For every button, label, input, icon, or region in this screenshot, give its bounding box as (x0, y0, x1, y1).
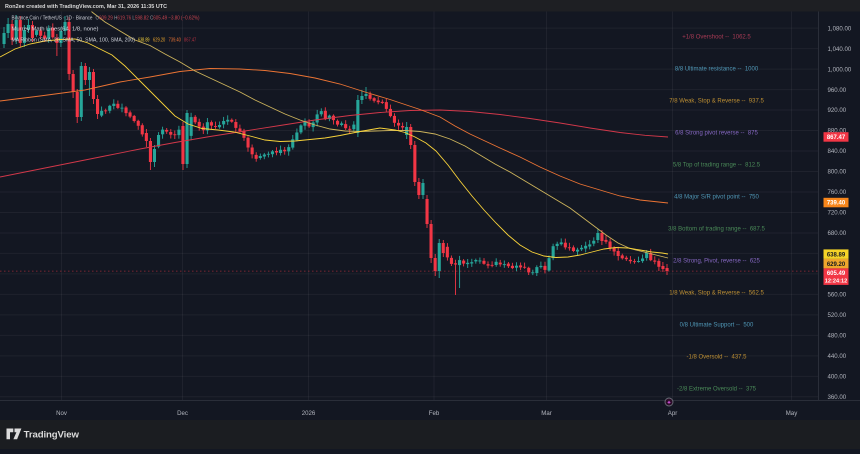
svg-text:360.00: 360.00 (828, 394, 847, 401)
svg-text:629.20: 629.20 (153, 38, 165, 44)
svg-text:Murrey Math Lines(64, 1/8, non: Murrey Math Lines(64, 1/8, none) (12, 27, 99, 33)
svg-text:760.00: 760.00 (828, 189, 847, 196)
svg-text:1,080.00: 1,080.00 (828, 25, 852, 32)
svg-text:Nov: Nov (56, 410, 68, 417)
svg-text:TradingView: TradingView (24, 429, 80, 440)
svg-text:739.40: 739.40 (827, 201, 846, 207)
svg-text:Binance Coin / TetherUS · 1D ·: Binance Coin / TetherUS · 1D · Binance (12, 15, 93, 21)
svg-text:480.00: 480.00 (828, 333, 847, 340)
svg-text:0/8 Ultimate Support -- 500: 0/8 Ultimate Support -- 500 (680, 322, 754, 328)
svg-text:1,000.00: 1,000.00 (828, 66, 852, 73)
svg-text:3/8 Bottom of trading range --: 3/8 Bottom of trading range -- 687.5 (668, 226, 765, 232)
svg-text:800.00: 800.00 (828, 169, 847, 176)
svg-text:12:24:12: 12:24:12 (825, 278, 847, 284)
svg-text:O609.29 H619.76 L598.82 C605.4: O609.29 H619.76 L598.82 C605.49 −3.80 (−… (96, 15, 200, 21)
svg-text:+1/8 Overshoot -- 1062.5: +1/8 Overshoot -- 1062.5 (682, 34, 751, 40)
svg-text:1/8 Weak, Stop & Reverse -- 5: 1/8 Weak, Stop & Reverse -- 562.5 (669, 290, 764, 296)
svg-text:-1/8 Oversold -- 437.5: -1/8 Oversold -- 437.5 (686, 354, 747, 360)
svg-text:1,040.00: 1,040.00 (828, 46, 852, 53)
svg-text:May: May (786, 410, 798, 417)
svg-text:720.00: 720.00 (828, 210, 847, 217)
svg-text:867.47: 867.47 (184, 38, 196, 44)
svg-text:400.00: 400.00 (828, 374, 847, 381)
svg-text:4/8 Major S/R pivot point --: 4/8 Major S/R pivot point -- 750 (674, 194, 759, 200)
svg-text:Ron2ee created with TradingVie: Ron2ee created with TradingView.com, Mar… (5, 4, 167, 10)
svg-text:440.00: 440.00 (828, 353, 847, 360)
svg-text:Mar: Mar (541, 410, 552, 417)
svg-text:605.49: 605.49 (827, 271, 846, 277)
svg-text:680.00: 680.00 (828, 230, 847, 237)
svg-text:867.47: 867.47 (827, 135, 846, 141)
svg-text:739.40: 739.40 (169, 38, 181, 44)
svg-text:Apr: Apr (668, 410, 677, 417)
svg-text:MA Ribbon (SMA, 20, SMA, 50, S: MA Ribbon (SMA, 20, SMA, 50, SMA, 100, S… (12, 38, 136, 44)
svg-text:2/8 Strong, Pivot, reverse --: 2/8 Strong, Pivot, reverse -- 625 (673, 258, 760, 264)
svg-text:Feb: Feb (429, 410, 440, 417)
svg-text:840.00: 840.00 (828, 148, 847, 155)
svg-text:Dec: Dec (177, 410, 188, 417)
svg-text:960.00: 960.00 (828, 87, 847, 94)
svg-text:629.20: 629.20 (827, 262, 846, 268)
svg-text:6/8 Strong pivot reverse -- 8: 6/8 Strong pivot reverse -- 875 (675, 130, 758, 136)
svg-text:638.89: 638.89 (138, 38, 150, 44)
svg-text:8/8 Ultimate resistance -- 10: 8/8 Ultimate resistance -- 1000 (675, 66, 759, 72)
svg-text:2026: 2026 (302, 410, 316, 417)
svg-text:7/8 Weak, Stop & Reverse -- 9: 7/8 Weak, Stop & Reverse -- 937.5 (669, 98, 764, 104)
svg-text:520.00: 520.00 (828, 312, 847, 319)
svg-text:✦: ✦ (666, 400, 671, 407)
svg-text:880.00: 880.00 (828, 128, 847, 135)
svg-text:-2/8 Extreme Oversold -- 375: -2/8 Extreme Oversold -- 375 (677, 386, 757, 392)
svg-text:560.00: 560.00 (828, 292, 847, 299)
svg-text:920.00: 920.00 (828, 107, 847, 114)
svg-text:5/8 Top of trading range -- 8: 5/8 Top of trading range -- 812.5 (673, 162, 761, 168)
svg-text:638.89: 638.89 (827, 252, 846, 258)
